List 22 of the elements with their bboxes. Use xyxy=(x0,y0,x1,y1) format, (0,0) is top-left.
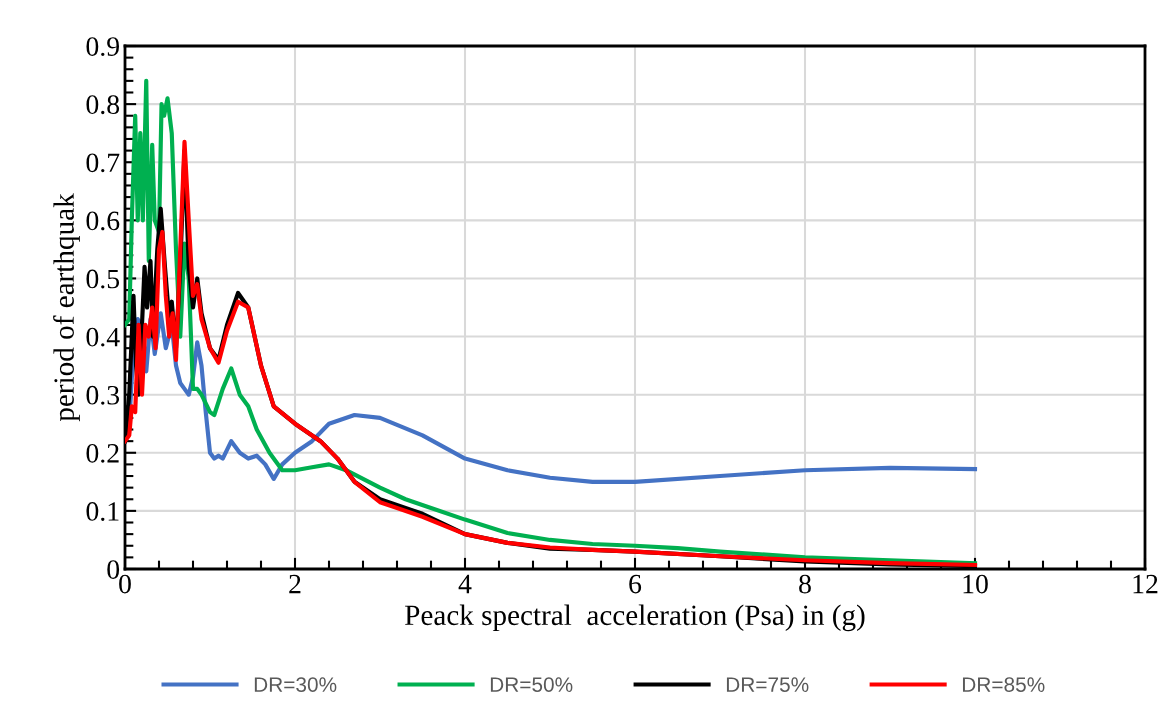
y-tick-label: 0.8 xyxy=(86,95,120,115)
legend-label: DR=50% xyxy=(490,677,573,692)
y-tick-label: 0.2 xyxy=(86,443,119,463)
y-tick-label: 0.1 xyxy=(86,502,119,521)
y-tick-label: 0.4 xyxy=(86,327,120,347)
legend-label: DR=30% xyxy=(254,677,337,692)
y-tick-label: 0.5 xyxy=(86,269,120,289)
legend-label: DR=85% xyxy=(962,677,1045,692)
legend-label: DR=75% xyxy=(726,677,809,692)
x-tick-label: 12 xyxy=(1133,574,1158,594)
y-tick-label: 0.9 xyxy=(86,37,119,57)
y-tick-label: 0.7 xyxy=(86,153,120,173)
x-tick-label: 6 xyxy=(629,574,642,594)
x-tick-label: 2 xyxy=(289,574,301,594)
y-tick-label: 0.6 xyxy=(86,211,120,231)
x-axis-title: Peack spectral acceleration (Psa) in (g) xyxy=(405,604,865,632)
x-tick-label: 8 xyxy=(799,574,811,594)
x-tick-label: 10 xyxy=(963,574,988,594)
x-tick-label: 4 xyxy=(458,574,472,594)
y-tick-label: 0.3 xyxy=(86,385,120,405)
y-axis-title: period of earthquak xyxy=(53,193,80,422)
y-tick-label: 0 xyxy=(107,560,120,579)
